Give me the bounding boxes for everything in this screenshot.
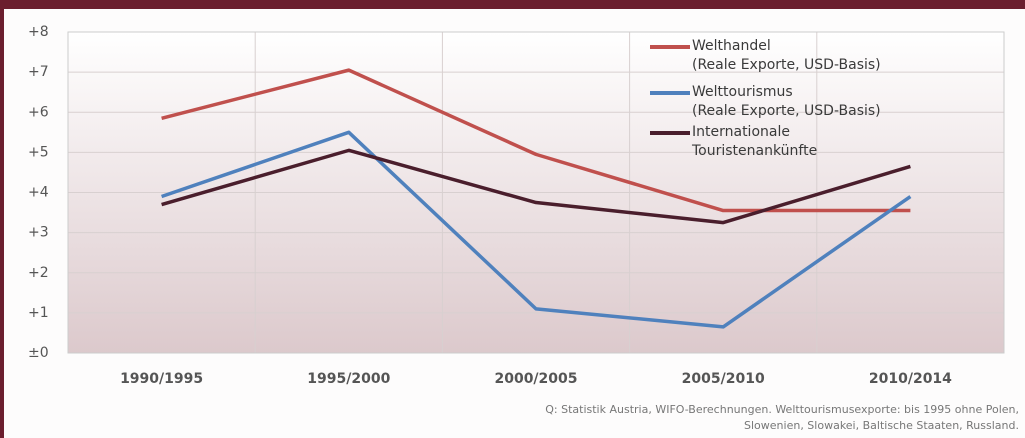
legend-label: Internationale Touristenankünfte <box>692 124 818 159</box>
y-tick-label: +1 <box>28 305 49 321</box>
plot-border <box>67 31 1005 354</box>
series-line <box>161 148 911 225</box>
series-line <box>161 68 911 213</box>
legend-label: Welttourismus <box>692 84 793 100</box>
legend-label: Welthandel <box>692 38 771 54</box>
legend-note: (Reale Exporte, USD-Basis) <box>692 103 881 119</box>
legend-note: (Reale Exporte, USD-Basis) <box>692 57 881 73</box>
x-tick-label: 1990/1995 <box>120 371 203 387</box>
left-border <box>0 0 4 438</box>
y-tick-label: +7 <box>28 64 49 80</box>
y-tick-label: +5 <box>28 144 49 160</box>
y-tick-label: +2 <box>28 265 49 281</box>
x-tick-label: 2005/2010 <box>682 371 765 387</box>
x-tick-label: 2000/2005 <box>494 371 577 387</box>
y-tick-label: ±0 <box>28 345 49 361</box>
source-note: Q: Statistik Austria, WIFO-Berechnungen.… <box>545 403 1019 416</box>
y-tick-label: +3 <box>28 225 49 241</box>
y-tick-label: +6 <box>28 104 49 120</box>
y-tick-label: +4 <box>28 185 49 201</box>
x-tick-label: 1995/2000 <box>307 371 390 387</box>
x-tick-label: 2010/2014 <box>869 371 952 387</box>
header-bar <box>0 0 1025 9</box>
y-tick-label: +8 <box>28 24 49 40</box>
source-note: Slowenien, Slowakei, Baltische Staaten, … <box>744 419 1019 432</box>
series-line <box>161 130 912 329</box>
